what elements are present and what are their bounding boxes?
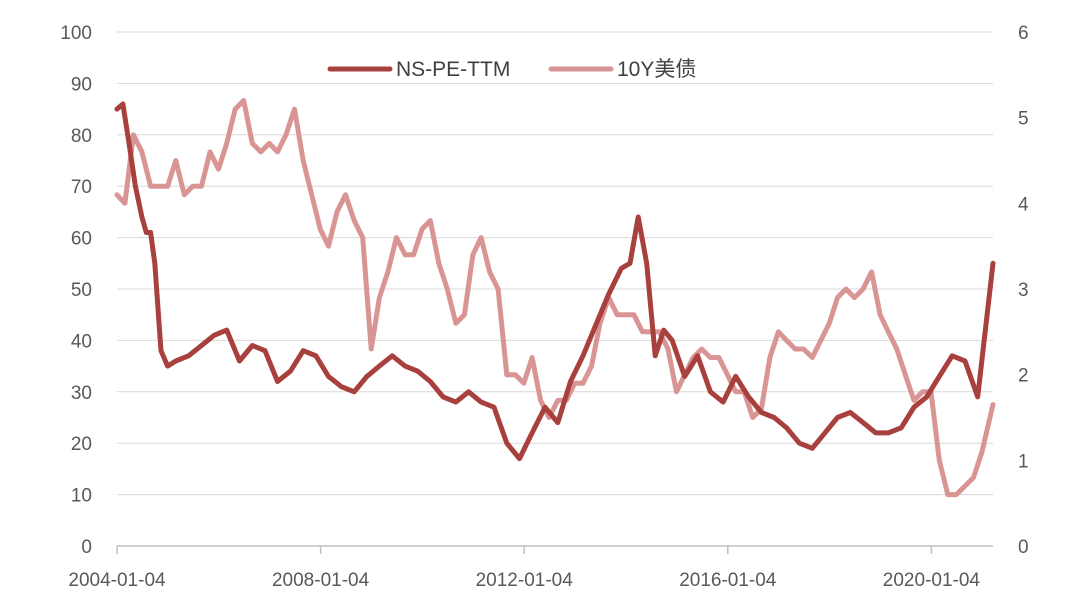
y-left-tick-label: 50 (71, 280, 92, 301)
series-line-10y-treasury (114, 98, 996, 498)
y-right-tick-label: 3 (1018, 280, 1029, 301)
legend-label-10y-treasury: 10Y美债 (617, 58, 696, 81)
y-left-tick-label: 40 (71, 331, 92, 352)
x-tick-label: 2012-01-04 (476, 570, 574, 591)
y-left-tick-label: 10 (71, 486, 92, 507)
y-left-tick-label: 60 (71, 229, 92, 250)
x-tick-label: 2004-01-04 (68, 570, 166, 591)
y-left-tick-label: 0 (81, 537, 92, 558)
legend: NS-PE-TTM 10Y美债 (327, 58, 696, 81)
y-right-tick-label: 0 (1018, 537, 1029, 558)
legend-label-ns-pe-ttm: NS-PE-TTM (396, 58, 510, 81)
y-right-tick-label: 4 (1018, 194, 1029, 215)
y-left-tick-label: 70 (71, 177, 92, 198)
gridlines (117, 31, 993, 496)
x-tick-label: 2016-01-04 (679, 570, 777, 591)
y-right-tick-label: 5 (1018, 109, 1029, 130)
x-tick-label: 2008-01-04 (272, 570, 370, 591)
y-right-tick-label: 1 (1018, 451, 1029, 472)
y-right-tick-label: 2 (1018, 366, 1029, 387)
series-layer (114, 98, 996, 498)
x-tick-label: 2020-01-04 (883, 570, 981, 591)
series-line-ns-pe-ttm (114, 101, 996, 462)
y-right-tick-label: 6 (1018, 23, 1029, 44)
y-left-tick-label: 80 (71, 126, 92, 147)
y-left-tick-label: 90 (71, 74, 92, 95)
y-left-tick-label: 20 (71, 434, 92, 455)
y-left-tick-label: 100 (60, 23, 92, 44)
axes: 0 10 20 30 40 50 60 70 80 90 100 0 1 2 3 4 5 6 2004-01-04 2… (60, 23, 1029, 591)
y-left-tick-label: 30 (71, 383, 92, 404)
